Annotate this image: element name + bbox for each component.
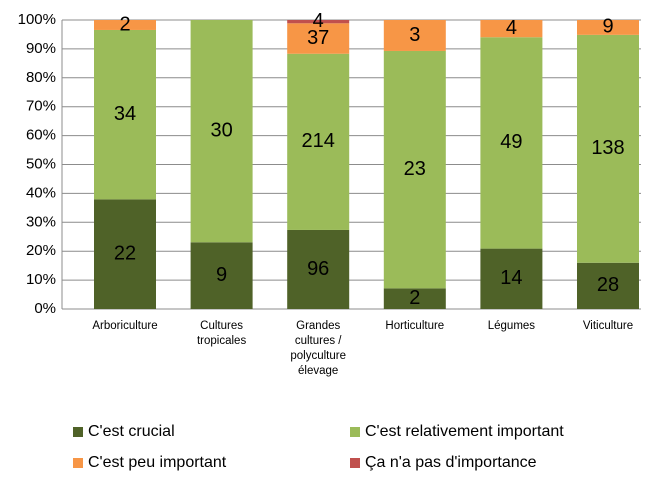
x-tick-label: Cultures tropicales	[196, 320, 247, 347]
y-tick-label: 20%	[26, 242, 56, 259]
bar-segment	[190, 242, 253, 309]
bar-segment	[383, 20, 446, 51]
bar-segment	[94, 29, 156, 200]
data-label: 96	[307, 258, 329, 280]
bar-segment	[577, 262, 639, 309]
bar-segment	[383, 50, 446, 289]
x-tick-label: Viticulture	[582, 320, 634, 332]
data-label: 3	[409, 24, 420, 46]
bar-segment	[287, 53, 350, 230]
data-label: 22	[114, 242, 136, 264]
x-tick-label: Légumes	[487, 320, 536, 332]
legend-swatch	[73, 427, 83, 437]
y-tick-label: 70%	[26, 98, 56, 115]
data-label: 34	[114, 103, 136, 125]
data-label: 2	[409, 287, 420, 309]
bar-segment	[287, 20, 350, 24]
x-tick-label: Grandes cultures / polyculture élevage	[290, 320, 346, 377]
legend-swatch	[350, 427, 360, 437]
bar-segment	[480, 37, 543, 249]
data-label: 9	[216, 264, 227, 286]
bar-segment	[287, 23, 350, 54]
data-label: 14	[500, 267, 522, 289]
data-label: 49	[500, 131, 522, 153]
y-tick-label: 90%	[26, 40, 56, 57]
data-label: 37	[307, 27, 329, 49]
bar-segment	[480, 248, 543, 309]
bar-segment	[94, 199, 156, 309]
y-tick-label: 0%	[34, 300, 56, 317]
legend-label: C'est crucial	[88, 423, 175, 440]
bar-segment	[190, 20, 253, 243]
y-tick-label: 80%	[26, 69, 56, 86]
data-label: 4	[313, 10, 324, 32]
bar-segment	[480, 20, 543, 38]
bar-segment	[383, 288, 446, 309]
data-label: 30	[210, 119, 232, 141]
legend-label: Ça n'a pas d'importance	[365, 454, 537, 471]
data-label: 2	[119, 13, 130, 35]
legend-swatch	[73, 458, 83, 468]
data-label: 4	[506, 17, 517, 39]
y-tick-label: 50%	[26, 155, 56, 172]
y-tick-label: 40%	[26, 184, 56, 201]
y-tick-label: 60%	[26, 127, 56, 144]
legend-swatch	[350, 458, 360, 468]
bar-segment	[577, 20, 639, 35]
data-label: 28	[597, 274, 619, 296]
bar-segment	[577, 34, 639, 263]
legend-label: C'est peu important	[88, 454, 227, 471]
y-tick-label: 30%	[26, 213, 56, 230]
legend-label: C'est relativement important	[365, 423, 564, 440]
x-tick-label: Horticulture	[385, 320, 445, 332]
y-tick-label: 10%	[26, 271, 56, 288]
data-label: 214	[302, 130, 335, 152]
data-label: 23	[404, 158, 426, 180]
y-tick-label: 100%	[18, 11, 56, 28]
data-label: 9	[602, 16, 613, 38]
data-label: 138	[591, 137, 624, 159]
x-tick-label: Arboriculture	[92, 320, 158, 332]
bar-segment	[94, 20, 156, 30]
bar-segment	[287, 229, 350, 309]
